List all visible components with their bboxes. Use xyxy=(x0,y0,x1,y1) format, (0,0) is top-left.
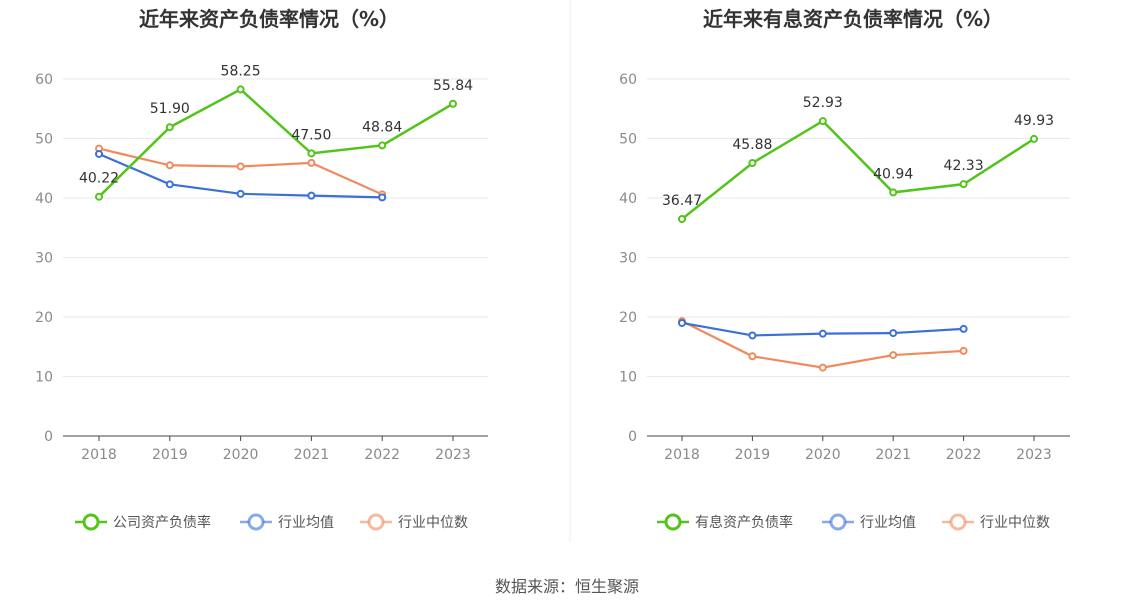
legend-item[interactable]: 有息资产负债率 xyxy=(657,513,793,531)
legend-label: 行业均值 xyxy=(278,515,334,531)
y-tick-label: 50 xyxy=(619,132,637,148)
data-label: 55.84 xyxy=(433,78,473,94)
series-line-company xyxy=(98,87,454,198)
data-point-industry-median[interactable] xyxy=(889,351,898,360)
y-tick-label: 60 xyxy=(619,72,637,88)
legend-marker xyxy=(247,513,265,531)
legend-item[interactable]: 公司资产负债率 xyxy=(75,513,211,531)
source-note: 数据来源：恒生聚源 xyxy=(495,577,639,596)
data-point-industry-median[interactable] xyxy=(748,352,757,361)
x-tick-label: 2018 xyxy=(664,447,700,463)
chart-title: 近年来资产负债率情况（%） xyxy=(139,7,399,31)
data-point-industry-median[interactable] xyxy=(818,363,827,372)
data-point-industry-median[interactable] xyxy=(959,346,968,355)
data-point-industry-average[interactable] xyxy=(307,191,316,200)
data-label: 48.84 xyxy=(362,119,402,135)
y-tick-label: 60 xyxy=(35,72,53,88)
legend-item[interactable]: 行业中位数 xyxy=(360,513,468,531)
y-tick-label: 20 xyxy=(35,310,53,326)
x-tick-label: 2022 xyxy=(364,447,400,463)
data-label: 58.25 xyxy=(221,63,261,79)
data-point-company[interactable] xyxy=(449,99,457,108)
y-tick-label: 10 xyxy=(35,370,53,386)
data-label: 36.47 xyxy=(662,193,702,209)
legend-item[interactable]: 行业均值 xyxy=(240,513,334,531)
chart-title: 近年来有息资产负债率情况（%） xyxy=(703,7,1003,31)
data-point-company[interactable] xyxy=(307,149,316,158)
x-tick-label: 2019 xyxy=(152,447,188,463)
data-point-industry-average[interactable] xyxy=(818,329,827,338)
legend-item[interactable]: 行业中位数 xyxy=(942,513,1050,531)
data-point-industry-average[interactable] xyxy=(678,318,686,327)
data-point-industry-median[interactable] xyxy=(236,162,245,171)
data-point-industry-average[interactable] xyxy=(378,193,387,202)
data-point-industry-median[interactable] xyxy=(307,158,316,167)
data-label: 47.50 xyxy=(291,127,331,143)
legend-item[interactable]: 行业均值 xyxy=(822,513,916,531)
legend-marker xyxy=(367,513,385,531)
data-label: 49.93 xyxy=(1014,113,1054,129)
data-point-company[interactable] xyxy=(959,180,968,189)
data-point-company[interactable] xyxy=(889,188,898,197)
legend-label: 公司资产负债率 xyxy=(113,514,211,531)
data-label: 42.33 xyxy=(944,158,984,174)
legend-label: 行业中位数 xyxy=(398,515,468,531)
legend-label: 行业均值 xyxy=(860,515,916,531)
y-tick-label: 0 xyxy=(628,429,637,445)
y-tick-label: 40 xyxy=(35,191,53,207)
series-line-industry-median xyxy=(681,320,964,369)
data-point-company[interactable] xyxy=(748,159,757,168)
x-tick-label: 2020 xyxy=(805,447,841,463)
legend-marker xyxy=(664,513,682,531)
data-label: 40.22 xyxy=(79,171,119,187)
legend-marker xyxy=(82,513,100,531)
data-point-company[interactable] xyxy=(818,117,827,126)
x-tick-label: 2020 xyxy=(223,447,259,463)
data-point-industry-average[interactable] xyxy=(889,329,898,338)
data-point-company[interactable] xyxy=(378,141,387,150)
y-tick-label: 30 xyxy=(619,251,637,267)
y-tick-label: 30 xyxy=(35,251,53,267)
data-label: 45.88 xyxy=(732,137,772,153)
data-point-industry-average[interactable] xyxy=(959,324,968,333)
x-tick-label: 2019 xyxy=(735,447,771,463)
y-tick-label: 50 xyxy=(35,132,53,148)
legend-label: 有息资产负债率 xyxy=(695,514,793,531)
data-point-industry-average[interactable] xyxy=(748,331,757,340)
data-label: 40.94 xyxy=(873,166,913,182)
legend-label: 行业中位数 xyxy=(980,515,1050,531)
data-point-industry-median[interactable] xyxy=(165,161,174,170)
x-tick-label: 2023 xyxy=(1016,447,1052,463)
debt-ratio-chart: 近年来资产负债率情况（%） 0 10 20 30 40 50 60 2018 2019 2020 20… xyxy=(35,7,488,531)
x-tick-label: 2021 xyxy=(875,447,911,463)
y-tick-label: 0 xyxy=(44,429,53,445)
x-tick-label: 2023 xyxy=(435,447,471,463)
interest-debt-ratio-chart: 近年来有息资产负债率情况（%） 0 10 20 30 40 50 60 2018 2019 2020… xyxy=(619,7,1070,531)
data-point-company[interactable] xyxy=(1030,134,1038,143)
data-point-industry-average[interactable] xyxy=(236,189,245,198)
y-tick-label: 40 xyxy=(619,191,637,207)
data-point-company[interactable] xyxy=(678,215,686,224)
legend-marker xyxy=(949,513,967,531)
data-point-company[interactable] xyxy=(95,192,103,201)
x-tick-label: 2018 xyxy=(81,447,117,463)
x-tick-label: 2021 xyxy=(294,447,330,463)
legend-marker xyxy=(829,513,847,531)
data-point-industry-average[interactable] xyxy=(95,149,103,158)
data-point-company[interactable] xyxy=(165,123,174,132)
data-label: 51.90 xyxy=(150,101,190,117)
y-tick-label: 10 xyxy=(619,370,637,386)
data-point-industry-average[interactable] xyxy=(165,180,174,189)
x-tick-label: 2022 xyxy=(946,447,982,463)
data-label: 52.93 xyxy=(803,95,843,111)
y-tick-label: 20 xyxy=(619,310,637,326)
series-line-company xyxy=(681,119,1035,220)
data-point-company[interactable] xyxy=(236,85,245,94)
